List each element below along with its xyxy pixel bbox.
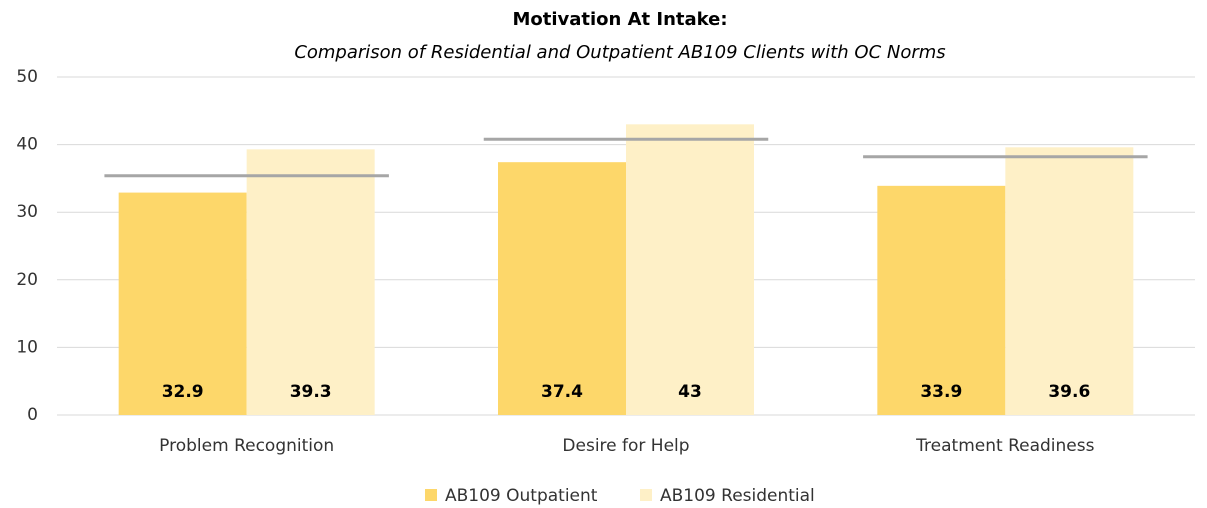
- value-label: 43: [678, 382, 702, 402]
- y-tick-label: 30: [16, 202, 38, 222]
- value-label: 37.4: [541, 382, 583, 402]
- bar: [1005, 147, 1134, 415]
- legend-label: AB109 Residential: [660, 486, 815, 506]
- bar: [246, 149, 375, 415]
- bar: [877, 185, 1006, 415]
- value-label: 32.9: [162, 382, 204, 402]
- value-label: 39.3: [290, 382, 332, 402]
- y-tick-label: 20: [16, 270, 38, 290]
- y-tick-label: 10: [16, 337, 38, 357]
- value-label: 33.9: [920, 382, 962, 402]
- x-tick-label: Problem Recognition: [159, 436, 334, 456]
- legend-swatch: [425, 489, 437, 501]
- y-tick-label: 40: [16, 135, 38, 155]
- legend-label: AB109 Outpatient: [445, 486, 598, 506]
- bar: [498, 162, 626, 415]
- y-tick-label: 50: [16, 67, 38, 87]
- chart-title: Motivation At Intake:: [512, 9, 727, 30]
- value-label: 39.6: [1048, 382, 1090, 402]
- y-tick-label: 0: [27, 405, 38, 425]
- chart-subtitle: Comparison of Residential and Outpatient…: [294, 42, 945, 63]
- x-tick-label: Desire for Help: [562, 436, 689, 456]
- bar: [626, 124, 754, 415]
- bar: [118, 192, 247, 415]
- legend-swatch: [640, 489, 652, 501]
- x-tick-label: Treatment Readiness: [915, 436, 1094, 456]
